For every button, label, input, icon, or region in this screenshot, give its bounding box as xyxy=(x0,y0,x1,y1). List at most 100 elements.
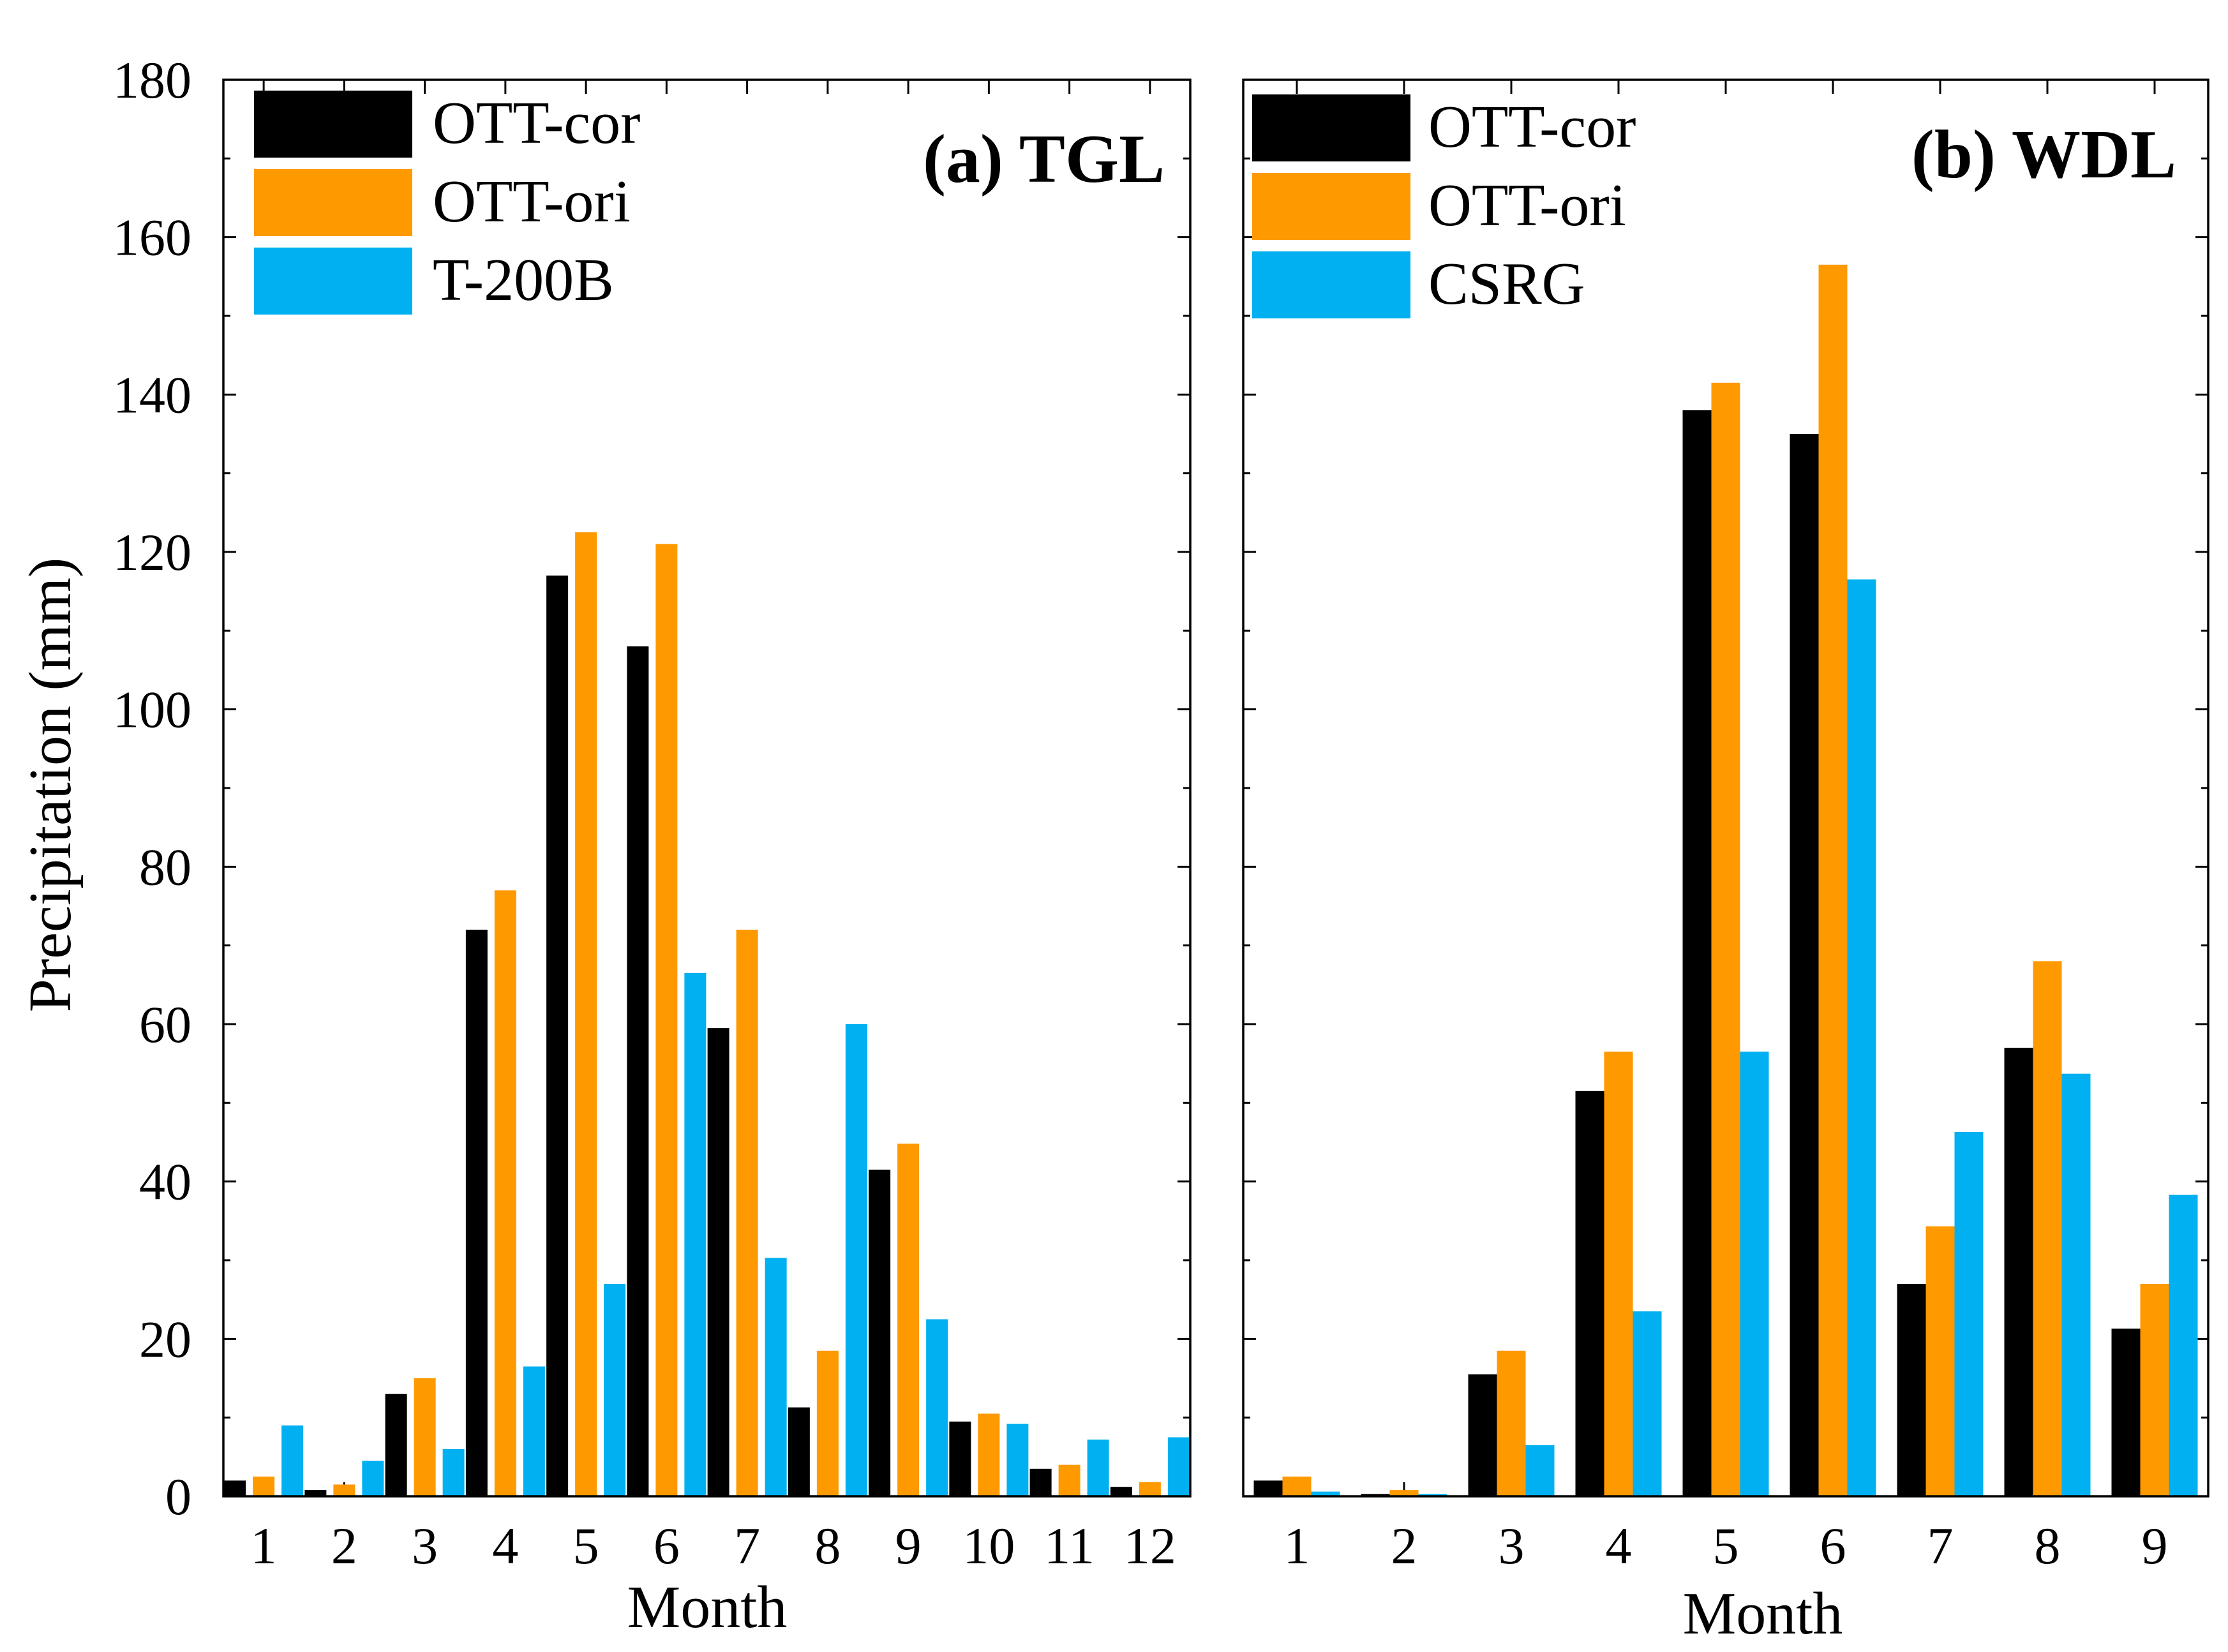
bar-ott-ori-month-5 xyxy=(1711,382,1740,1497)
bar-ott-cor-month-1 xyxy=(224,1480,246,1496)
bar-ott-cor-month-5 xyxy=(1682,410,1712,1496)
bar-ott-ori-month-11 xyxy=(1058,1464,1080,1496)
legend-label: OTT-cor xyxy=(433,90,640,156)
x-tick-label: 8 xyxy=(2035,1517,2061,1575)
y-tick-label: 160 xyxy=(113,209,191,267)
legend-swatch xyxy=(1252,94,1410,161)
bar-t-200b-month-2 xyxy=(362,1461,384,1496)
bar-t-200b-month-4 xyxy=(523,1366,545,1496)
bar-ott-ori-month-10 xyxy=(978,1413,1000,1496)
bar-ott-cor-month-8 xyxy=(788,1407,810,1496)
x-tick-label: 10 xyxy=(962,1517,1015,1575)
bar-ott-ori-month-8 xyxy=(2033,961,2062,1496)
panel-a-legend: OTT-cor OTT-ori T-200B xyxy=(254,90,640,315)
legend-swatch xyxy=(1252,251,1410,318)
bar-ott-cor-month-11 xyxy=(1029,1468,1052,1496)
x-tick-label: 1 xyxy=(1284,1517,1310,1575)
legend-label: T-200B xyxy=(433,247,614,313)
x-tick-label: 12 xyxy=(1124,1517,1176,1575)
legend-label: CSRG xyxy=(1428,251,1585,317)
x-tick-label: 2 xyxy=(331,1517,357,1575)
y-tick-label: 100 xyxy=(113,681,191,739)
bar-ott-ori-month-12 xyxy=(1139,1482,1161,1496)
y-tick-label: 140 xyxy=(113,366,191,424)
bar-ott-ori-month-6 xyxy=(655,544,678,1496)
bar-ott-cor-month-9 xyxy=(869,1170,891,1496)
legend-swatch xyxy=(1252,173,1410,240)
panel-a-x-axis-title: Month xyxy=(627,1574,788,1641)
bar-ott-ori-month-4 xyxy=(494,890,516,1496)
y-tick-label: 80 xyxy=(139,838,191,896)
bar-ott-ori-month-9 xyxy=(2140,1284,2169,1496)
bar-t-200b-month-10 xyxy=(1006,1424,1029,1496)
legend-swatch xyxy=(254,248,412,315)
bar-ott-ori-month-6 xyxy=(1818,264,1848,1496)
x-tick-label: 3 xyxy=(412,1517,438,1575)
panel-a-frame xyxy=(222,78,1192,1498)
panel-b-x-tick-labels: 1 2 3 4 5 6 7 8 9 xyxy=(1284,1517,2168,1575)
x-tick-label: 9 xyxy=(2142,1517,2168,1575)
bar-ott-ori-month-9 xyxy=(897,1143,920,1496)
y-tick-label: 40 xyxy=(139,1153,191,1211)
bar-csrg-month-3 xyxy=(1525,1445,1555,1496)
y-axis-title: Precipitation (mm) xyxy=(17,558,84,1013)
bar-ott-cor-month-4 xyxy=(1575,1090,1604,1496)
bar-ott-ori-month-8 xyxy=(816,1350,839,1496)
legend-swatch xyxy=(254,91,412,158)
bar-csrg-month-6 xyxy=(1847,579,1876,1496)
bar-ott-cor-month-7 xyxy=(1897,1284,1926,1496)
bar-ott-ori-month-3 xyxy=(414,1378,436,1496)
bar-ott-ori-month-4 xyxy=(1604,1052,1633,1496)
x-tick-label: 4 xyxy=(1606,1517,1632,1575)
panel-a-x-tick-labels: 1 2 3 4 5 6 7 8 9 10 11 12 xyxy=(251,1517,1176,1575)
panel-a-title: (a) TGL xyxy=(923,121,1165,197)
bar-ott-cor-month-10 xyxy=(949,1421,971,1496)
legend-label: OTT-ori xyxy=(1428,172,1626,239)
bar-ott-cor-month-4 xyxy=(465,930,488,1496)
bar-ott-cor-month-6 xyxy=(1790,434,1819,1496)
x-tick-label: 11 xyxy=(1044,1517,1095,1575)
panel-a-y-tick-labels: 0 20 40 60 80 100 120 140 160 180 xyxy=(113,51,191,1526)
bar-ott-ori-month-3 xyxy=(1497,1350,1526,1496)
bar-csrg-month-8 xyxy=(2061,1073,2091,1496)
panel-b-title: (b) WDL xyxy=(1911,117,2176,193)
bar-csrg-month-7 xyxy=(1954,1131,1984,1496)
y-tick-label: 0 xyxy=(165,1468,191,1526)
bar-csrg-month-4 xyxy=(1633,1311,1662,1496)
bar-csrg-month-5 xyxy=(1740,1052,1769,1496)
y-tick-label: 120 xyxy=(113,523,191,581)
legend-swatch xyxy=(254,169,412,236)
bar-ott-cor-month-2 xyxy=(304,1490,327,1496)
panel-b-ticks xyxy=(1243,78,2208,1498)
bar-ott-cor-month-6 xyxy=(627,646,649,1496)
bar-csrg-month-1 xyxy=(1311,1491,1340,1496)
bar-ott-ori-month-2 xyxy=(1389,1490,1419,1496)
panel-b-x-axis-title: Month xyxy=(1683,1581,1843,1647)
bar-t-200b-month-3 xyxy=(442,1449,465,1496)
bar-ott-cor-month-9 xyxy=(2111,1328,2141,1496)
bar-t-200b-month-11 xyxy=(1087,1440,1109,1496)
bar-ott-cor-month-1 xyxy=(1253,1480,1283,1496)
bar-csrg-month-2 xyxy=(1418,1494,1447,1496)
x-tick-label: 7 xyxy=(734,1517,760,1575)
bar-t-200b-month-7 xyxy=(765,1258,787,1496)
bar-t-200b-month-5 xyxy=(604,1284,626,1496)
x-tick-label: 2 xyxy=(1391,1517,1417,1575)
y-tick-label: 180 xyxy=(113,51,191,109)
bar-ott-cor-month-7 xyxy=(707,1028,729,1496)
panel-b-legend: OTT-cor OTT-ori CSRG xyxy=(1252,94,1636,318)
panel-b-frame xyxy=(1242,78,2209,1498)
bar-ott-cor-month-12 xyxy=(1110,1487,1132,1496)
legend-label: OTT-cor xyxy=(1428,94,1636,160)
bar-t-200b-month-6 xyxy=(684,972,707,1496)
bar-csrg-month-9 xyxy=(2169,1194,2198,1496)
x-tick-label: 6 xyxy=(1820,1517,1846,1575)
x-tick-label: 1 xyxy=(251,1517,277,1575)
bar-ott-ori-month-7 xyxy=(1925,1226,1955,1496)
bar-t-200b-month-12 xyxy=(1167,1437,1190,1496)
panel-a-bars xyxy=(224,532,1190,1496)
y-tick-label: 20 xyxy=(139,1310,191,1368)
panel-b-wdl: OTT-cor OTT-ori CSRG (b) WDL 1 2 3 4 5 6 7 8 9 Mon… xyxy=(1242,78,2209,1647)
bar-ott-cor-month-3 xyxy=(385,1394,407,1496)
